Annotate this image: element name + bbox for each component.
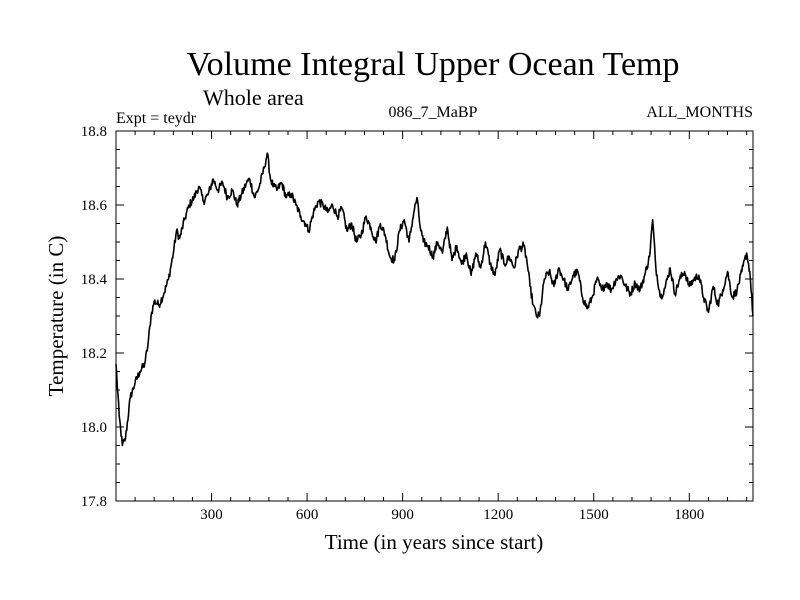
y-axis-label: Temperature (in C) [44,236,68,397]
x-tick-label: 600 [296,507,319,523]
chart-title: Volume Integral Upper Ocean Temp [187,46,680,83]
x-tick-labels: 300 600 900 1200 1500 1800 [200,507,704,523]
x-tick-label: 1800 [674,507,704,523]
x-tick-label: 300 [200,507,223,523]
y-tick-label: 18.2 [81,346,107,362]
y-tick-label: 18.0 [81,420,107,436]
x-tick-label: 900 [391,507,414,523]
x-tick-label: 1200 [483,507,513,523]
run-label: 086_7_MaBP [389,104,478,121]
y-tick-label: 18.6 [81,198,108,214]
y-tick-label: 17.8 [81,494,107,510]
x-tick-label: 1500 [579,507,609,523]
x-axis [115,131,748,501]
months-label: ALL_MONTHS [646,104,753,121]
y-tick-label: 18.8 [81,124,107,140]
experiment-label: Expt = teydr [116,110,197,127]
y-tick-labels: 17.8 18.0 18.2 18.4 18.6 18.8 [81,124,108,510]
x-axis-label: Time (in years since start) [325,530,544,554]
series-line-temperature [115,152,754,447]
y-tick-label: 18.4 [81,272,108,288]
chart-subtitle: Whole area [203,85,304,110]
